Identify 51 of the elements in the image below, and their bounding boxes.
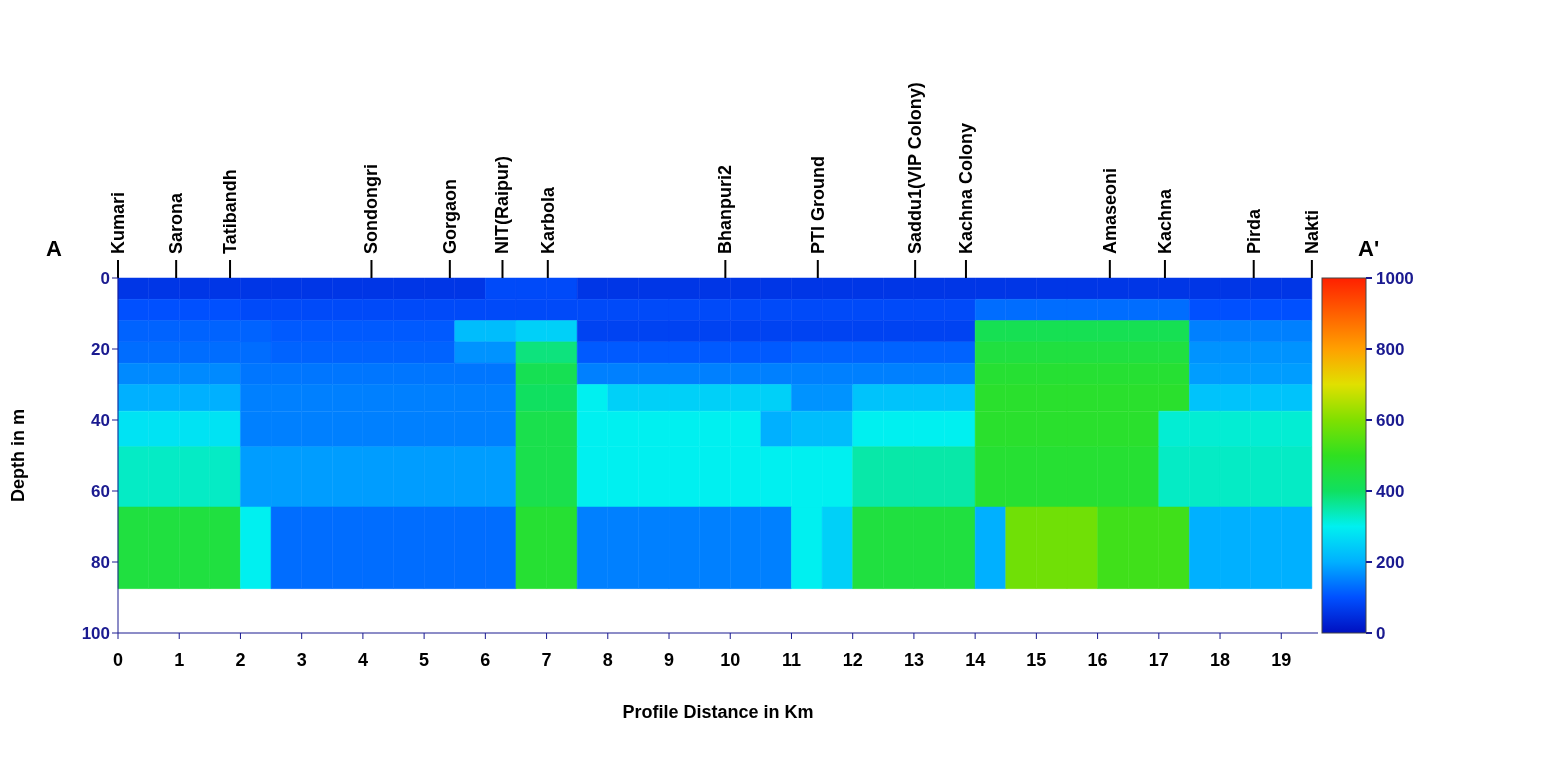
y-axis-title: Depth in m [8, 409, 29, 502]
ref-line-label: Tatibandh [220, 169, 241, 254]
ref-line-label: Pirda [1243, 207, 1264, 254]
y-tick-label: 80 [91, 553, 110, 573]
x-tick-label: 9 [664, 649, 675, 670]
x-tick-label: 17 [1148, 649, 1169, 670]
color-bar-label: 1000 [1376, 268, 1414, 288]
ref-line-label: Gorgaon [439, 179, 460, 254]
x-tick-label: 2 [235, 649, 246, 670]
text: A [46, 236, 62, 262]
x-tick-label: 15 [1026, 649, 1047, 670]
x-tick-label: 8 [602, 649, 613, 670]
ref-line-label: PTI Ground [807, 156, 828, 254]
x-tick-label: 10 [720, 649, 741, 670]
x-tick-label: 0 [112, 649, 124, 670]
ref-line-label: Kachna Colony [955, 122, 976, 254]
color-bar-label: 0 [1376, 623, 1386, 643]
color-bar-label: 400 [1376, 481, 1405, 501]
x-tick-label: 12 [842, 649, 863, 670]
x-tick-label: 14 [965, 649, 986, 670]
y-tick-label: 0 [100, 269, 110, 289]
x-tick-label: 3 [296, 649, 307, 670]
ref-line-label: Bhanpuri2 [715, 164, 736, 254]
x-tick-label: 6 [480, 649, 491, 670]
x-tick-label: 4 [357, 649, 368, 670]
ref-line-label: Saddu1(VIP Colony) [905, 82, 926, 254]
x-tick-label: 13 [903, 649, 924, 670]
ref-line-label: Amaseoni [1099, 167, 1120, 254]
x-tick-label: 1 [174, 649, 185, 670]
y-tick-label: 40 [91, 411, 110, 431]
x-tick-label: 19 [1271, 649, 1292, 670]
y-tick-label: 60 [91, 482, 110, 502]
text: A' [1358, 236, 1380, 262]
ref-line-label: Nakti [1301, 209, 1322, 254]
y-tick-label: 20 [91, 340, 110, 360]
ref-line-label: Karbola [537, 185, 558, 254]
x-tick-label: 18 [1210, 649, 1231, 670]
x-axis-title: Profile Distance in Km [622, 702, 814, 722]
x-tick-label: 7 [541, 649, 552, 670]
ref-line-label: Sarona [166, 191, 187, 254]
ref-line-label: Kumari [108, 191, 128, 254]
x-tick-label: 11 [781, 649, 801, 670]
y-tick-label: 100 [81, 624, 110, 644]
ref-line-label: Sondongri [361, 164, 382, 254]
color-bar-label: 200 [1376, 552, 1405, 572]
x-tick-label: 16 [1087, 649, 1108, 670]
color-bar-label: 600 [1376, 410, 1405, 430]
ref-line-label: Kachna [1154, 187, 1175, 254]
x-tick-label: 5 [419, 649, 430, 670]
color-bar-label: 800 [1376, 339, 1405, 359]
ref-line-label: NIT(Raipur) [492, 156, 513, 254]
